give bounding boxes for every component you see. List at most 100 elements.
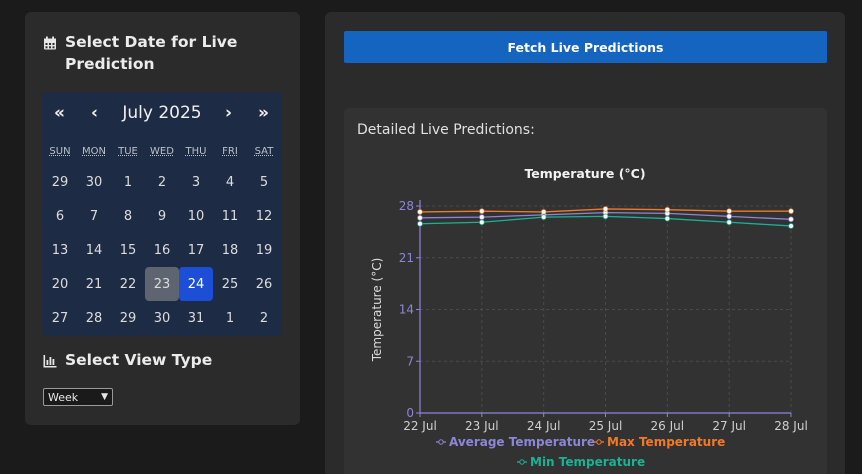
x-tick-label: 23 Jul bbox=[465, 419, 499, 433]
legend-swatch-marker bbox=[519, 459, 525, 465]
weekday-mon: MON bbox=[82, 146, 106, 157]
calendar-day[interactable]: 21 bbox=[85, 276, 103, 292]
legend-label[interactable]: Min Temperature bbox=[530, 455, 645, 469]
data-point[interactable] bbox=[664, 206, 671, 213]
data-point[interactable] bbox=[479, 219, 485, 226]
date-section-title: Select Date for Live Prediction bbox=[43, 31, 283, 75]
calendar-day[interactable]: 22 bbox=[119, 276, 137, 292]
weekday-tue: TUE bbox=[118, 146, 138, 157]
calendar-day[interactable]: 19 bbox=[255, 242, 273, 258]
date-picker-calendar: « ‹ July 2025 › » SUN MON TUE WED THU FRI SAT … bbox=[42, 92, 282, 336]
calendar-day[interactable]: 11 bbox=[221, 208, 239, 224]
calendar-day[interactable]: 16 bbox=[153, 242, 171, 258]
calendar-day[interactable]: 1 bbox=[123, 174, 133, 190]
view-section-title-text: Select View Type bbox=[65, 351, 213, 369]
x-tick-label: 27 Jul bbox=[712, 419, 746, 433]
calendar-day[interactable]: 26 bbox=[255, 276, 273, 292]
calendar-day[interactable]: 13 bbox=[51, 242, 69, 258]
y-tick-label: 14 bbox=[399, 303, 414, 317]
y-axis-label: Temperature (°C) bbox=[370, 258, 384, 363]
weekday-wed: WED bbox=[150, 146, 174, 157]
calendar-day-selected[interactable]: 24 bbox=[179, 267, 213, 301]
calendar-day[interactable]: 27 bbox=[51, 310, 69, 326]
calendar-day[interactable]: 14 bbox=[85, 242, 103, 258]
weekday-fri: FRI bbox=[222, 146, 238, 157]
data-point[interactable] bbox=[540, 209, 547, 215]
chevron-down-icon: ▼ bbox=[101, 392, 108, 402]
data-point[interactable] bbox=[540, 214, 547, 220]
calendar-day[interactable]: 6 bbox=[55, 208, 65, 224]
predictions-panel: Fetch Live Predictions Detailed Live Pre… bbox=[325, 12, 845, 474]
predictions-label: Detailed Live Predictions: bbox=[357, 122, 535, 138]
calendar-day[interactable]: 17 bbox=[187, 242, 205, 258]
x-tick-label: 26 Jul bbox=[651, 419, 685, 433]
x-tick-label: 22 Jul bbox=[403, 419, 437, 433]
calendar-day[interactable]: 25 bbox=[221, 276, 239, 292]
calendar-header: « ‹ July 2025 › » bbox=[42, 100, 282, 126]
y-tick-label: 0 bbox=[406, 406, 414, 420]
legend-label[interactable]: Average Temperature bbox=[449, 435, 595, 449]
y-tick-label: 21 bbox=[399, 251, 414, 265]
data-point[interactable] bbox=[788, 223, 794, 229]
calendar-day[interactable]: 1 bbox=[225, 310, 235, 326]
prev-month-button[interactable]: ‹ bbox=[91, 103, 99, 123]
calendar-day[interactable]: 10 bbox=[187, 208, 205, 224]
calendar-day[interactable]: 29 bbox=[51, 174, 69, 190]
calendar-day[interactable]: 4 bbox=[225, 174, 235, 190]
calendar-day[interactable]: 23 bbox=[145, 267, 179, 301]
calendar-day[interactable]: 7 bbox=[89, 208, 99, 224]
calendar-day[interactable]: 30 bbox=[85, 174, 103, 190]
prev-year-button[interactable]: « bbox=[54, 103, 65, 123]
weekday-sat: SAT bbox=[254, 146, 274, 157]
next-month-button[interactable]: › bbox=[225, 103, 233, 123]
legend-swatch-marker bbox=[438, 439, 444, 445]
legend-label[interactable]: Max Temperature bbox=[607, 435, 725, 449]
data-point[interactable] bbox=[726, 213, 732, 220]
calendar-day[interactable]: 8 bbox=[123, 208, 133, 224]
next-year-button[interactable]: » bbox=[258, 103, 269, 123]
calendar-month-label: July 2025 bbox=[122, 103, 202, 123]
date-selection-panel: Select Date for Live Prediction « ‹ July… bbox=[25, 12, 300, 425]
data-point[interactable] bbox=[788, 216, 794, 223]
data-point[interactable] bbox=[417, 209, 423, 215]
data-point[interactable] bbox=[417, 220, 423, 227]
fetch-predictions-button[interactable]: Fetch Live Predictions bbox=[344, 31, 827, 63]
view-section-title: Select View Type bbox=[43, 349, 212, 371]
calendar-day[interactable]: 3 bbox=[191, 174, 201, 190]
data-point[interactable] bbox=[726, 208, 732, 214]
y-tick-label: 28 bbox=[399, 199, 414, 213]
data-point[interactable] bbox=[479, 214, 485, 220]
calendar-day[interactable]: 28 bbox=[85, 310, 103, 326]
temperature-chart: Temperature (°C) 0 7 14 21 28 22 Jul 23 Jul 24 J… bbox=[370, 166, 808, 469]
data-point[interactable] bbox=[479, 208, 485, 214]
x-tick-label: 24 Jul bbox=[527, 419, 561, 433]
calendar-day-grid: 29 30 1 2 3 4 5 6 7 8 9 10 11 12 13 14 15 16 17 18 19 20 21 22 2… bbox=[43, 165, 281, 335]
data-point[interactable] bbox=[602, 213, 609, 220]
calendar-day[interactable]: 15 bbox=[119, 242, 137, 258]
calendar-day[interactable]: 2 bbox=[259, 310, 269, 326]
date-section-title-text: Select Date for Live Prediction bbox=[65, 33, 238, 73]
y-tick-label: 7 bbox=[406, 354, 414, 368]
calendar-day[interactable]: 9 bbox=[157, 208, 167, 224]
data-point[interactable] bbox=[664, 215, 671, 222]
view-type-select-value: Week bbox=[48, 390, 79, 404]
calendar-day[interactable]: 18 bbox=[221, 242, 239, 258]
data-point[interactable] bbox=[417, 215, 423, 221]
calendar-day[interactable]: 20 bbox=[51, 276, 69, 292]
data-point[interactable] bbox=[602, 206, 609, 212]
calendar-day[interactable]: 29 bbox=[119, 310, 137, 326]
data-point[interactable] bbox=[726, 219, 732, 226]
chart-title: Temperature (°C) bbox=[524, 166, 645, 181]
data-point[interactable] bbox=[788, 208, 794, 214]
calendar-weekday-row: SUN MON TUE WED THU FRI SAT bbox=[43, 146, 281, 157]
calendar-day[interactable]: 5 bbox=[259, 174, 269, 190]
calendar-icon bbox=[44, 36, 56, 50]
weekday-thu: THU bbox=[185, 146, 207, 157]
weekday-sun: SUN bbox=[49, 146, 71, 157]
calendar-day[interactable]: 31 bbox=[187, 310, 205, 326]
x-tick-label: 25 Jul bbox=[589, 419, 623, 433]
calendar-day[interactable]: 30 bbox=[153, 310, 171, 326]
calendar-day[interactable]: 2 bbox=[157, 174, 167, 190]
calendar-day[interactable]: 12 bbox=[255, 208, 273, 224]
view-type-select[interactable]: Week ▼ bbox=[43, 388, 113, 406]
